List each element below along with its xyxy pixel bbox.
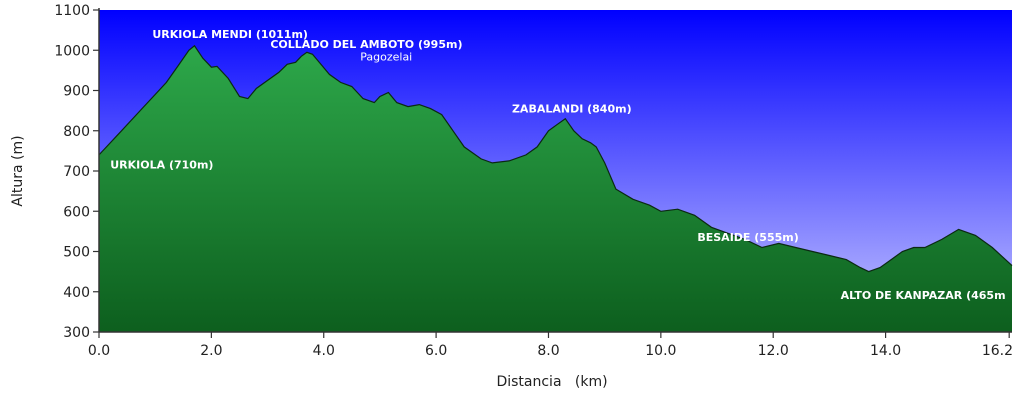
peak-annotation: ZABALANDI (840m) — [512, 103, 632, 116]
y-tick-label: 800 — [63, 124, 90, 140]
x-tick-label: 0.0 — [88, 343, 110, 359]
x-tick-label: 2.0 — [200, 343, 222, 359]
x-tick-label: 16.2 — [982, 343, 1013, 359]
peak-annotation: ALTO DE KANPAZAR (465m — [841, 289, 1006, 302]
peak-annotations: URKIOLA MENDI (1011m)COLLADO DEL AMBOTO … — [110, 28, 1005, 302]
peak-annotation: URKIOLA (710m) — [110, 159, 213, 172]
y-tick-label: 700 — [63, 164, 90, 180]
x-tick-label: 4.0 — [313, 343, 335, 359]
y-axis-ticks: 300 400 500 600 700 800 900 1000 1100 — [54, 3, 99, 341]
x-tick-label: 10.0 — [645, 343, 676, 359]
y-tick-label: 300 — [63, 325, 90, 341]
y-tick-label: 400 — [63, 285, 90, 301]
elevation-outline — [98, 44, 1013, 273]
elevation-area — [99, 45, 1012, 333]
x-tick-label: 8.0 — [537, 343, 559, 359]
x-axis-title: Distancia (km) — [496, 374, 607, 390]
peak-annotation: Pagozelai — [360, 50, 412, 63]
peak-annotation: COLLADO DEL AMBOTO (995m) — [270, 38, 462, 51]
peak-annotation: BESAIDE (555m) — [697, 231, 798, 244]
y-tick-label: 600 — [63, 204, 90, 220]
y-tick-label: 1100 — [54, 3, 90, 19]
x-tick-label: 14.0 — [870, 343, 901, 359]
x-tick-label: 6.0 — [425, 343, 447, 359]
x-axis-ticks: 0.0 2.0 4.0 6.0 8.0 10.0 12.0 14.0 16.2 — [88, 332, 1013, 359]
y-tick-label: 500 — [63, 245, 90, 261]
y-tick-label: 1000 — [54, 43, 90, 59]
y-tick-label: 900 — [63, 84, 90, 100]
x-tick-label: 12.0 — [758, 343, 789, 359]
y-axis-title: Altura (m) — [10, 135, 26, 206]
peak-annotation: URKIOLA MENDI (1011m) — [152, 28, 308, 41]
